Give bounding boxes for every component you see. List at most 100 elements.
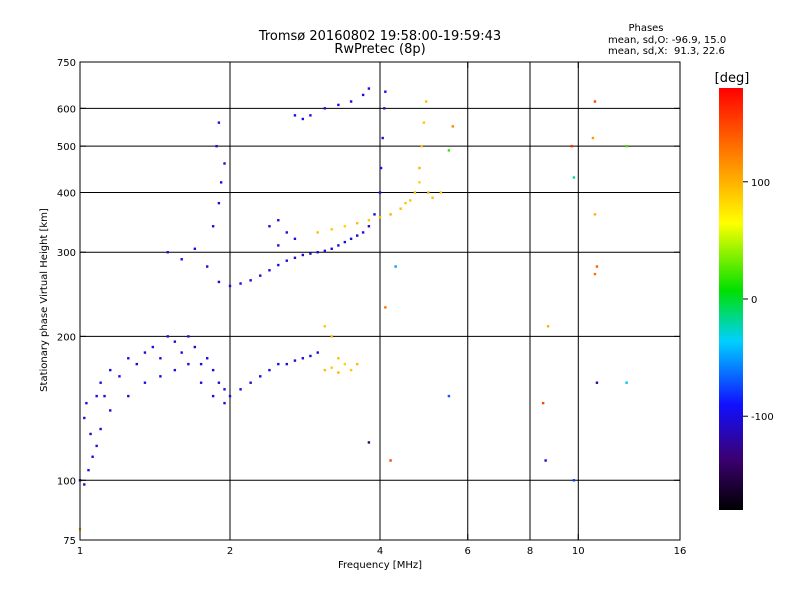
data-point [373,213,376,216]
data-point [91,455,94,458]
data-point [381,136,384,140]
data-point [323,325,327,328]
data-point [228,394,232,398]
data-point [239,282,242,285]
data-point [223,401,226,405]
data-point [159,375,162,378]
data-point [330,335,333,338]
data-point [83,416,86,420]
data-point [316,351,319,354]
data-point [187,335,190,338]
data-point [593,213,597,216]
data-point [593,100,597,103]
data-point [593,272,597,276]
data-point [451,125,455,128]
data-point [361,231,365,234]
data-point [199,381,203,384]
data-point [173,340,177,343]
x-tick-label: 2 [227,546,233,557]
data-point [309,252,312,255]
y-axis-label: Stationary phase Virtual Height [km] [39,208,50,392]
data-point [595,381,599,384]
data-point [180,258,183,261]
data-point [323,249,327,253]
data-point [301,253,305,257]
x-tick-label: 6 [465,546,471,557]
data-point [404,201,407,205]
data-point [355,234,359,237]
data-point [367,441,371,444]
data-point [355,362,359,366]
data-point [301,117,305,121]
data-point [330,366,333,369]
data-point [193,247,197,250]
data-point [343,240,347,244]
data-point [127,394,130,398]
data-point [127,357,130,360]
data-point [378,216,382,219]
y-tick-label: 75 [63,536,76,547]
data-point [337,357,340,360]
data-point [217,280,221,284]
data-point [95,394,98,398]
data-point [277,263,280,267]
data-point [355,222,359,225]
data-point [389,459,392,462]
y-axis-ticks: 75 100 200 300 400 500 600 750 [57,58,680,547]
data-point [103,394,106,398]
data-point [418,166,421,170]
data-point [323,368,327,372]
data-point [277,219,280,222]
x-tick-label: 16 [674,546,687,557]
data-point [383,107,386,110]
data-point [420,144,423,148]
phase-stats-x: mean, sd,X: 91.3, 22.6 [608,46,725,57]
data-point [431,196,434,199]
data-point [109,409,112,412]
data-point [309,354,312,358]
plot-area: 1 2 4 6 8 10 16 75 100 200 300 400 500 600 750 [57,58,686,557]
data-points [78,87,628,531]
data-point [259,274,262,277]
data-point [337,371,340,374]
data-point [379,166,383,170]
data-point [422,121,426,124]
chart-title: Tromsø 20160802 19:58:00-19:59:43 [258,29,501,44]
data-point [301,357,305,360]
data-point [293,256,297,260]
data-point [572,479,576,482]
x-axis-ticks: 1 2 4 6 8 10 16 [77,62,687,557]
colorbar [719,88,743,510]
data-point [166,335,169,338]
data-point [330,247,333,250]
data-point [367,225,371,228]
data-point [337,244,340,247]
data-point [217,381,221,384]
data-point [268,368,271,372]
data-point [323,107,327,110]
data-point [135,362,138,366]
data-point [343,362,347,366]
data-point [399,207,402,210]
grid-lines [80,62,680,540]
data-point [215,144,218,148]
data-point [544,459,547,462]
data-point [87,468,90,472]
y-tick-label: 200 [57,332,76,343]
data-point [151,345,155,349]
data-point [143,381,147,384]
colorbar-tick-label: 0 [751,295,757,306]
data-point [424,100,428,103]
data-point [389,213,392,216]
data-point [591,136,595,140]
y-tick-label: 300 [57,248,76,259]
data-point [89,432,92,436]
x-tick-label: 10 [572,546,585,557]
data-point [384,90,387,93]
data-point [439,191,443,194]
data-point [205,265,209,268]
data-point [109,368,112,372]
data-point [384,306,387,309]
data-point [625,381,628,384]
data-point [219,181,223,184]
